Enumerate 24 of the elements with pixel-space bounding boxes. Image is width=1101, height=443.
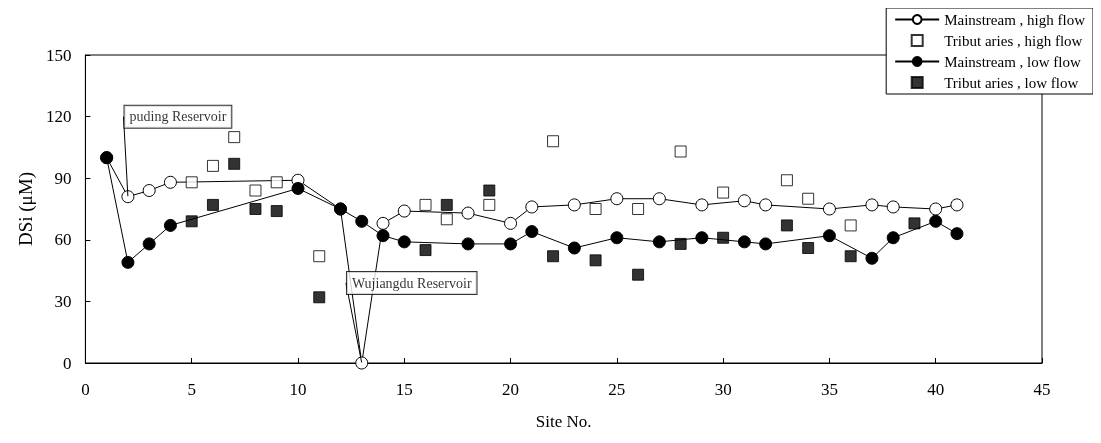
x-tick-label: 25 — [608, 380, 626, 399]
x-tick-label: 5 — [187, 380, 196, 399]
x-tick-label: 0 — [81, 380, 90, 399]
annotation: Wujiangdu Reservoir — [351, 275, 472, 291]
y-tick-label: 60 — [54, 230, 72, 250]
legend-label: Tribut aries , low flow — [944, 74, 1079, 91]
y-axis-title: DSi (μM) — [15, 171, 37, 247]
x-tick-label: 45 — [1033, 380, 1051, 399]
x-tick-label: 10 — [289, 380, 307, 399]
x-axis-title: Site No. — [535, 412, 592, 431]
y-tick-label: 30 — [54, 291, 72, 311]
annotation: puding Reservoir — [129, 109, 227, 125]
legend-label: Tribut aries , high flow — [944, 32, 1083, 49]
y-tick-label: 150 — [45, 45, 72, 65]
x-tick-label: 15 — [395, 380, 413, 399]
legend-label: Mainstream , low flow — [944, 53, 1081, 70]
y-tick-label: 0 — [62, 353, 72, 373]
x-tick-label: 35 — [820, 380, 838, 399]
x-tick-label: 30 — [714, 380, 732, 399]
x-tick-label: 40 — [927, 380, 945, 399]
x-tick-label: 20 — [502, 380, 520, 399]
y-tick-label: 90 — [54, 168, 72, 188]
legend-label: Mainstream , high flow — [944, 11, 1086, 28]
y-tick-label: 120 — [45, 107, 72, 127]
